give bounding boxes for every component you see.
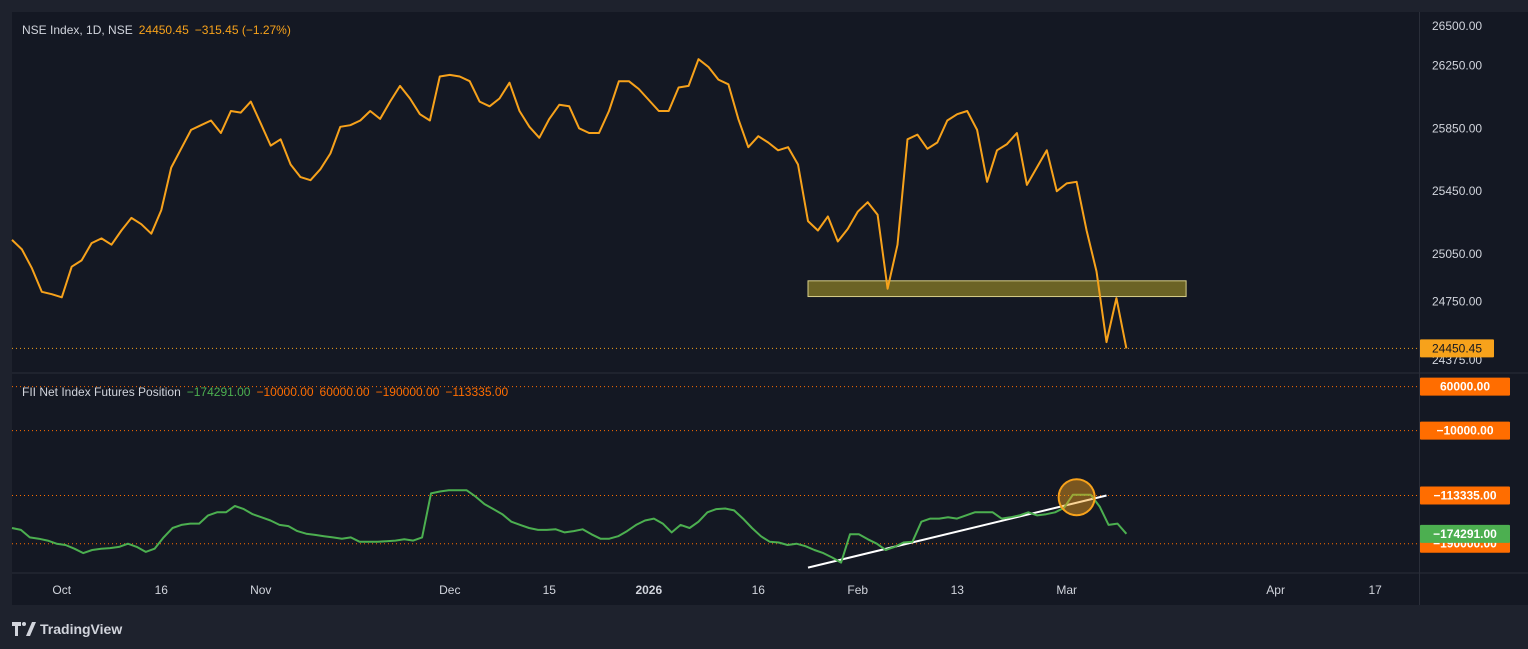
brand-name: TradingView	[40, 621, 123, 637]
time-tick-label: Feb	[847, 583, 868, 597]
time-tick-label: 13	[951, 583, 965, 597]
price-change: −315.45 (−1.27%)	[194, 23, 291, 37]
time-tick-label: Apr	[1266, 583, 1285, 597]
last-price-tag-label: 24450.45	[1432, 341, 1482, 355]
indicator-last-tag-label: −174291.00	[1433, 527, 1497, 541]
time-tick-label: Nov	[250, 583, 271, 597]
indicator-value: −174291.00	[186, 385, 251, 399]
time-tick-label: 15	[543, 583, 557, 597]
indicator-value: −113335.00	[445, 385, 509, 399]
time-tick-label: 17	[1368, 583, 1382, 597]
price-tick-label: 25050.00	[1432, 247, 1482, 261]
time-tick-label: 2026	[635, 583, 662, 597]
time-tick-label: Dec	[439, 583, 460, 597]
price-tick-label: 25850.00	[1432, 121, 1482, 135]
indicator-series-line	[11, 489, 1128, 564]
highlight-circle	[1057, 478, 1096, 517]
time-tick-label: 16	[752, 583, 766, 597]
last-price-tag	[1420, 339, 1494, 358]
time-tick-label: Oct	[52, 583, 71, 597]
time-tick-label: 16	[155, 583, 169, 597]
level-tag	[1420, 421, 1510, 440]
time-tick-label: Mar	[1056, 583, 1077, 597]
indicator-last-tag	[1420, 524, 1510, 543]
tradingview-logo[interactable]: TradingView	[12, 619, 122, 639]
indicator-value: −190000.00	[375, 385, 440, 399]
level-tag-label: −10000.00	[1436, 424, 1493, 438]
indicator-name[interactable]: FII Net Index Futures Position	[22, 385, 181, 399]
support-trendline	[807, 494, 1107, 569]
indicator-value: 60000.00	[319, 385, 370, 399]
level-tag-label: −113335.00	[1433, 489, 1496, 503]
price-series-line	[11, 58, 1128, 349]
level-tag	[1420, 486, 1510, 505]
last-price: 24450.45	[138, 23, 189, 37]
symbol-title[interactable]: NSE Index, 1D, NSE	[22, 23, 133, 37]
indicator-legend: FII Net Index Futures Position −174291.00…	[22, 385, 514, 399]
indicator-value: −10000.00	[256, 385, 314, 399]
price-tick-label: 26250.00	[1432, 58, 1482, 72]
price-tick-label: 25450.00	[1432, 184, 1482, 198]
price-axis[interactable]	[1420, 12, 1528, 605]
main-legend: NSE Index, 1D, NSE 24450.45 −315.45 (−1.27…	[22, 23, 297, 37]
price-tick-label: 24750.00	[1432, 294, 1482, 308]
price-tick-label: 26500.00	[1432, 19, 1482, 33]
tradingview-logo-icon	[12, 622, 36, 636]
level-tag	[1420, 377, 1510, 396]
plot-area[interactable]	[12, 12, 1419, 605]
support-zone	[807, 280, 1187, 298]
level-tag-label: 60000.00	[1440, 380, 1490, 394]
